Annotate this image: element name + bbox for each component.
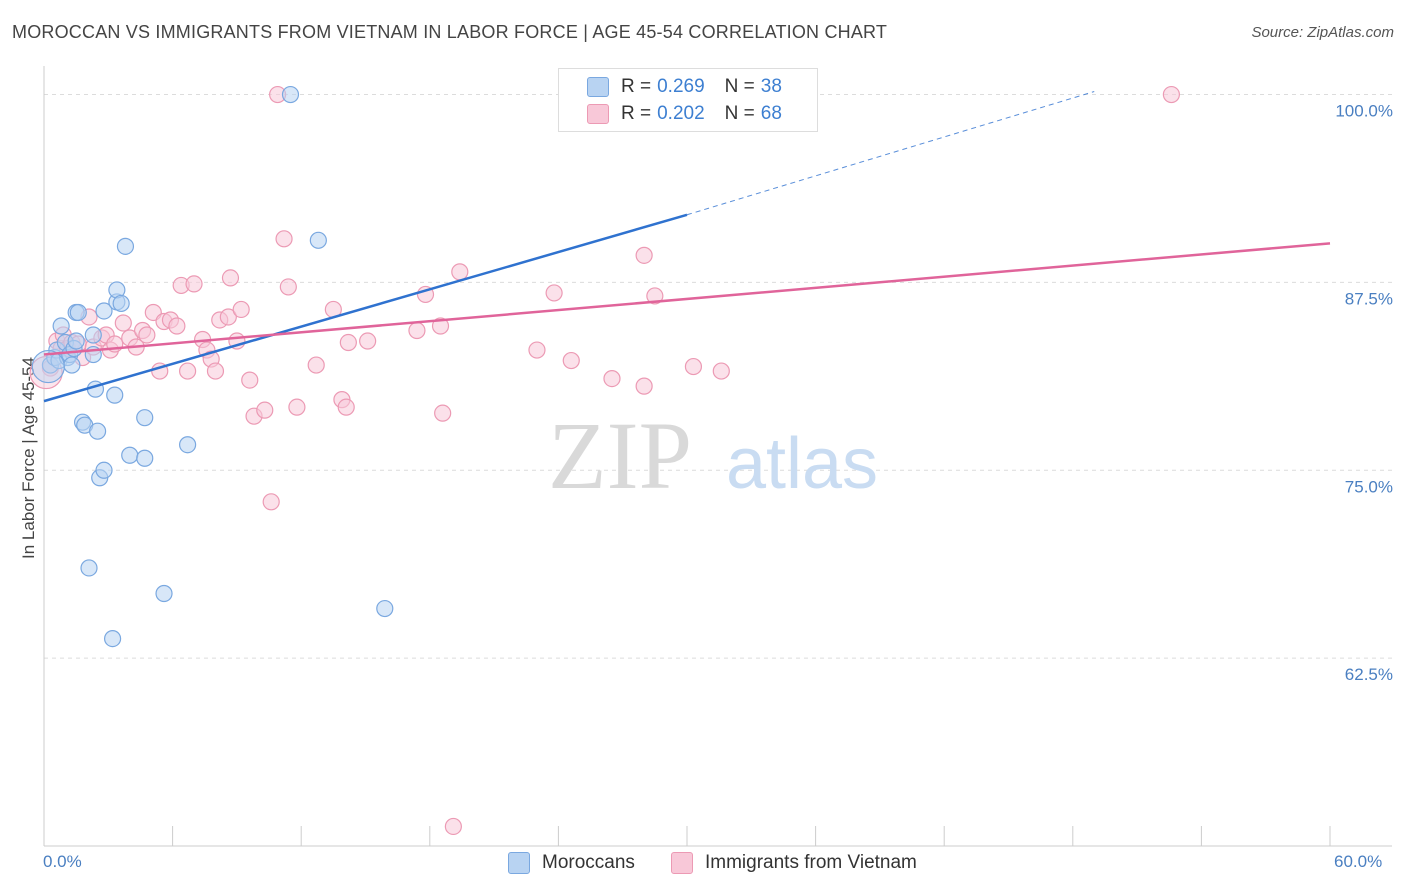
- vietnam-point: [168, 317, 186, 335]
- vietnam-point: [528, 341, 546, 359]
- bottom-swatch-moroccans: [508, 852, 530, 874]
- vietnam-point: [635, 377, 653, 395]
- moroccan-point: [67, 332, 85, 350]
- moroccan-point: [95, 461, 113, 479]
- y-tick-label-2: 75.0%: [1345, 477, 1393, 496]
- watermark-zip: ZIP: [548, 402, 692, 509]
- moroccan-point: [376, 599, 394, 618]
- vietnam-point: [275, 230, 293, 248]
- moroccan-point: [69, 303, 87, 322]
- vietnam-point: [359, 332, 377, 350]
- y-tick-label-1: 87.5%: [1345, 289, 1393, 308]
- legend-n-value-vietnam: 68: [760, 103, 782, 124]
- vietnam-trend-line: [43, 242, 1331, 356]
- axes: [43, 66, 1392, 847]
- moroccan-point: [155, 584, 173, 603]
- vietnam-point: [635, 246, 653, 264]
- y-tick-label-0: 100.0%: [1335, 102, 1393, 121]
- moroccan-point: [112, 294, 130, 313]
- moroccan-point: [121, 446, 139, 464]
- vietnam-point: [219, 308, 237, 326]
- vietnam-point: [185, 275, 203, 293]
- vietnam-point: [434, 404, 452, 422]
- watermark: ZIP atlas: [548, 402, 878, 509]
- stats-legend: R = 0.269 N = 38 R = 0.202 N = 68: [558, 68, 818, 132]
- vietnam-point: [279, 278, 297, 296]
- vietnam-point: [408, 321, 426, 340]
- vietnam-point: [256, 401, 274, 419]
- legend-r-value-vietnam: 0.202: [657, 103, 705, 124]
- bottom-legend-label-moroccans: Moroccans: [542, 852, 635, 873]
- vietnam-point: [339, 333, 357, 352]
- x-tick-label-min: 0.0%: [43, 852, 82, 871]
- vietnam-point: [206, 362, 225, 380]
- legend-n-value-moroccans: 38: [760, 76, 782, 97]
- legend-r-label: R =: [621, 76, 652, 97]
- legend-n-label: N =: [724, 76, 755, 97]
- x-tick-label-max: 60.0%: [1334, 852, 1383, 871]
- moroccan-point: [52, 317, 70, 335]
- moroccan-point: [136, 449, 154, 467]
- y-tick-labels: 100.0% 87.5% 75.0% 62.5%: [1335, 102, 1393, 685]
- watermark-atlas: atlas: [726, 424, 878, 504]
- moroccan-point: [281, 85, 300, 104]
- vietnam-point: [232, 300, 250, 319]
- bottom-swatch-vietnam: [671, 852, 693, 874]
- vietnam-point: [138, 326, 156, 344]
- moroccan-point: [63, 356, 81, 374]
- moroccan-point: [103, 629, 122, 648]
- moroccan-point: [88, 422, 107, 440]
- vietnam-point: [114, 314, 132, 332]
- legend-swatch-vietnam: [587, 104, 609, 124]
- bottom-legend-moroccans: Moroccans: [508, 852, 635, 874]
- vietnam-point: [444, 817, 462, 836]
- series-moroccans-points: [31, 85, 394, 648]
- vietnam-point: [262, 493, 280, 511]
- moroccan-point: [179, 436, 197, 454]
- moroccan-point: [116, 237, 135, 255]
- vietnam-point: [712, 362, 730, 380]
- vietnam-point: [545, 284, 563, 302]
- moroccan-trend-line: [43, 213, 688, 403]
- vietnam-point: [307, 356, 325, 374]
- vietnam-point: [684, 357, 703, 376]
- vietnam-point: [646, 287, 664, 305]
- vietnam-point: [431, 317, 450, 335]
- moroccan-point: [31, 349, 65, 384]
- bottom-legend-label-vietnam: Immigrants from Vietnam: [705, 852, 917, 873]
- moroccan-trend-extension: [686, 91, 1095, 216]
- y-tick-label-3: 62.5%: [1345, 665, 1393, 684]
- moroccan-point: [309, 231, 327, 249]
- vietnam-point: [1162, 85, 1180, 104]
- y-axis-label: In Labor Force | Age 45-54: [19, 357, 38, 559]
- legend-row-moroccans: R = 0.269 N = 38: [587, 75, 782, 99]
- vietnam-point: [241, 371, 259, 389]
- vietnam-point: [179, 362, 197, 380]
- chart-title: MOROCCAN VS IMMIGRANTS FROM VIETNAM IN L…: [12, 22, 888, 42]
- source-credit: Source: ZipAtlas.com: [1251, 24, 1394, 41]
- legend-swatch-moroccans: [587, 77, 609, 97]
- vietnam-point: [288, 398, 306, 416]
- moroccan-point: [136, 409, 154, 427]
- vietnam-point: [337, 398, 355, 416]
- vietnam-point: [603, 369, 621, 388]
- moroccan-point: [106, 386, 124, 404]
- legend-r-label: R =: [621, 103, 652, 124]
- moroccan-point: [84, 326, 102, 344]
- legend-row-vietnam: R = 0.202 N = 68: [587, 102, 782, 126]
- legend-n-label: N =: [724, 103, 755, 124]
- vietnam-point: [562, 351, 580, 370]
- legend-r-value-moroccans: 0.269: [657, 76, 705, 97]
- vietnam-point: [451, 263, 469, 281]
- trend-lines: [43, 91, 1331, 403]
- moroccan-point: [95, 302, 113, 320]
- vietnam-point: [221, 269, 240, 287]
- bottom-legend-vietnam: Immigrants from Vietnam: [671, 852, 917, 874]
- moroccan-point: [80, 559, 98, 577]
